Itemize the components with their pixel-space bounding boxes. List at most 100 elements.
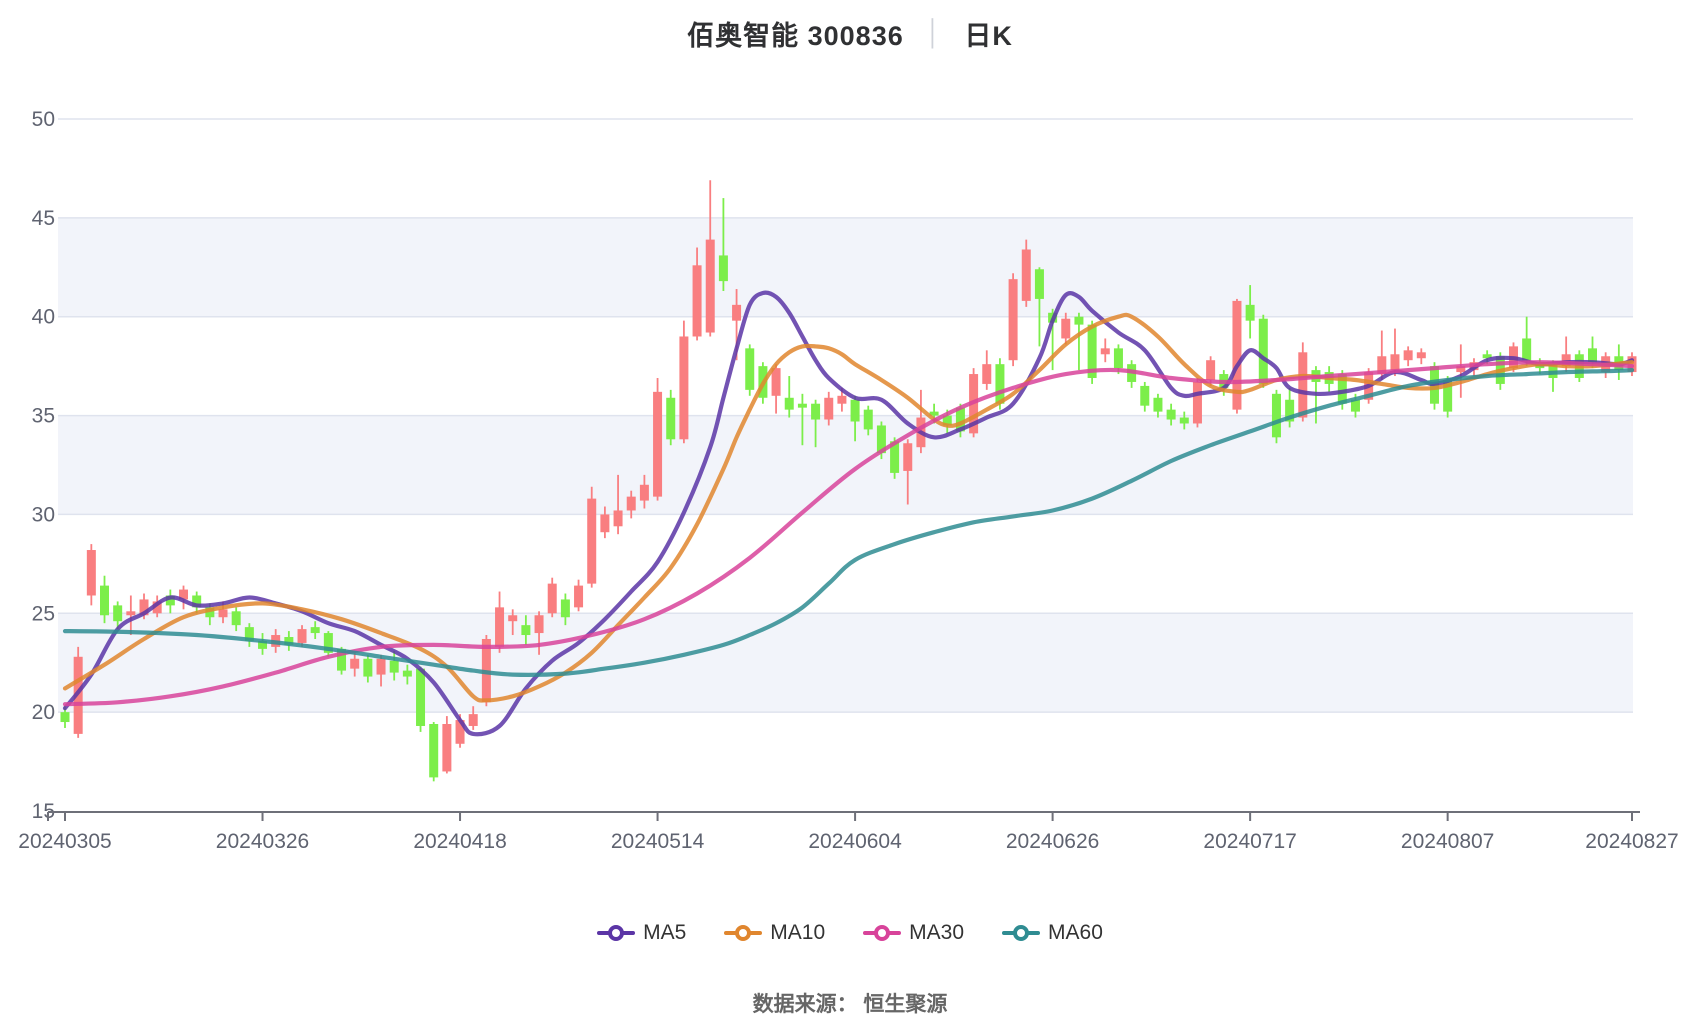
candle-down	[666, 397, 676, 440]
plot-bands	[58, 217, 1633, 713]
candle-down	[416, 668, 426, 726]
candle-down	[1271, 393, 1281, 438]
period-label: 日K	[964, 21, 1013, 51]
ma-legend: MA5 MA10 MA30 MA60	[0, 912, 1700, 954]
candle-down	[429, 724, 439, 778]
candle-down	[205, 607, 215, 618]
candle-down	[745, 348, 755, 390]
candle-down	[310, 627, 320, 634]
candle-up	[824, 397, 834, 420]
candle-up	[771, 368, 781, 396]
candle-up	[1232, 300, 1242, 410]
candle-down	[1482, 354, 1492, 359]
y-axis-label: 50	[32, 108, 55, 131]
candle-down	[192, 595, 202, 608]
candle-up	[600, 514, 610, 533]
y-axis-label: 40	[32, 306, 55, 329]
candle-down	[797, 403, 807, 408]
x-axis-label: 20240604	[808, 830, 902, 853]
ma-lines-layer	[62, 290, 1635, 737]
candle-up	[495, 607, 505, 647]
candle-up	[534, 615, 544, 634]
candle-up	[442, 724, 452, 772]
legend-item-ma30[interactable]: MA30	[863, 921, 964, 945]
x-axis-label: 20240305	[18, 830, 111, 853]
candle-up	[1390, 354, 1400, 371]
candle-down	[784, 397, 794, 410]
candle-up	[126, 611, 136, 616]
candle-down	[337, 648, 347, 671]
candle-down	[995, 364, 1005, 404]
legend-line-circle-icon	[597, 923, 636, 943]
legend-label: MA30	[909, 921, 965, 944]
x-axis-label: 20240418	[413, 830, 506, 853]
candle-down	[1140, 385, 1150, 406]
candle-up	[1377, 356, 1387, 375]
candle-up	[1416, 352, 1426, 359]
candle-down	[1285, 399, 1295, 422]
x-axis-label: 20240326	[216, 830, 309, 853]
candle-up	[508, 615, 518, 622]
title-divider: │	[925, 19, 943, 47]
candle-down	[890, 441, 900, 473]
candle-down	[1350, 399, 1360, 412]
candle-up	[903, 443, 913, 471]
candle-up	[1298, 352, 1308, 418]
candle-down	[1113, 348, 1123, 369]
candle-down	[60, 712, 70, 723]
candle-down	[521, 625, 531, 636]
candle-down	[244, 627, 254, 641]
candle-up	[468, 714, 478, 726]
candle-down	[1587, 348, 1597, 363]
legend-item-ma10[interactable]: MA10	[724, 921, 825, 945]
candle-down	[1443, 379, 1453, 412]
candle-up	[179, 589, 189, 600]
candle-up	[653, 391, 663, 497]
candle-down	[560, 599, 570, 618]
candle-up	[679, 336, 689, 440]
candle-down	[1179, 417, 1189, 424]
x-axis-label: 20240514	[611, 830, 705, 853]
y-axis-label: 15	[32, 800, 55, 823]
legend-item-ma60[interactable]: MA60	[1002, 921, 1103, 945]
y-axis-label: 45	[32, 207, 55, 230]
candle-down	[955, 407, 965, 432]
candle-down	[402, 670, 412, 677]
x-axis-label: 20240626	[1006, 830, 1099, 853]
candle-up	[626, 496, 636, 511]
candle-down	[389, 660, 399, 673]
y-axis-label: 35	[32, 405, 55, 428]
candle-down	[811, 403, 821, 420]
candle-up	[455, 720, 465, 744]
candle-down	[165, 595, 175, 606]
candle-up	[574, 585, 584, 608]
candle-up	[639, 484, 649, 501]
legend-label: MA60	[1048, 921, 1103, 944]
candle-up	[1100, 348, 1110, 355]
candle-up	[692, 265, 702, 337]
candle-down	[1522, 338, 1532, 361]
candle-down	[100, 585, 110, 616]
legend-item-ma5[interactable]: MA5	[597, 921, 686, 945]
candle-down	[284, 637, 294, 645]
candle-down	[1074, 316, 1084, 325]
candle-down	[929, 411, 939, 416]
candle-down	[718, 255, 728, 282]
candle-down	[231, 611, 241, 626]
data-source-footer: 数据来源： 恒生聚源	[752, 993, 948, 1016]
ma-line-ma30	[62, 360, 1635, 707]
candle-up	[1206, 360, 1216, 380]
candle-up	[613, 510, 623, 527]
candle-up	[376, 658, 386, 675]
x-axis-label: 20240807	[1401, 830, 1494, 853]
candle-down	[1337, 374, 1347, 404]
candle-down	[323, 633, 333, 653]
candle-up	[1403, 350, 1413, 361]
x-axis-label: 20240827	[1585, 830, 1678, 853]
candle-up	[86, 550, 96, 596]
candle-up	[587, 498, 597, 584]
candle-up	[152, 601, 162, 614]
candle-down	[1166, 409, 1176, 420]
candle-down	[1034, 269, 1044, 299]
